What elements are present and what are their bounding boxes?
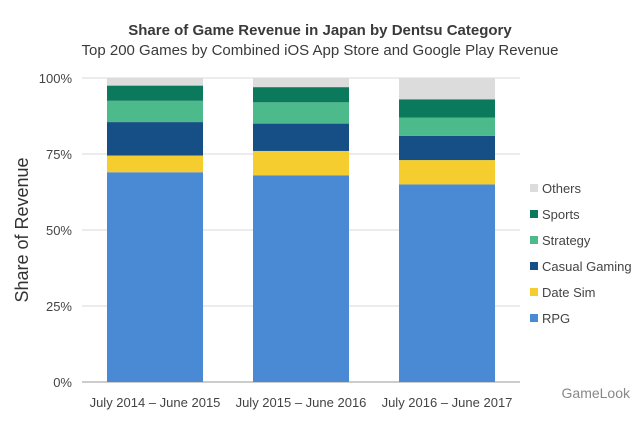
bar-segment-rpg [253,175,349,382]
bar-segment-rpg [107,172,203,382]
legend-label: Sports [542,207,580,222]
x-tick-label: July 2015 – June 2016 [236,395,367,410]
bar-segment-date-sim [399,160,495,185]
legend-swatch [530,314,538,322]
bar-segment-others [253,78,349,88]
bar-segment-strategy [107,100,203,123]
bar-segment-casual-gaming [399,135,495,161]
bar-segment-others [399,78,495,100]
legend-swatch [530,262,538,270]
y-tick-label: 25% [46,299,72,314]
legend-swatch [530,236,538,244]
legend-label: Casual Gaming [542,259,632,274]
bar-segment-strategy [253,102,349,124]
chart-subtitle: Top 200 Games by Combined iOS App Store … [81,42,559,59]
y-tick-label: 50% [46,223,72,238]
legend-label: RPG [542,311,570,326]
gamelook-watermark: GameLook [561,385,630,401]
legend-swatch [530,210,538,218]
legend-label: Strategy [542,233,591,248]
x-tick-label: July 2016 – June 2017 [382,395,513,410]
y-tick-label: 75% [46,147,72,162]
bar-segment-others [107,78,203,86]
y-tick-label: 100% [39,71,73,86]
legend-swatch [530,184,538,192]
bar-segment-sports [253,87,349,103]
bar-segment-rpg [399,184,495,382]
y-tick-label: 0% [53,375,72,390]
y-axis-label: Share of Revenue [12,157,32,302]
bar-segment-casual-gaming [107,122,203,156]
bar-segment-casual-gaming [253,123,349,151]
chart-title: Share of Game Revenue in Japan by Dentsu… [128,22,512,39]
legend-swatch [530,288,538,296]
x-tick-label: July 2014 – June 2015 [90,395,221,410]
bar-segment-sports [399,99,495,118]
bar-segment-sports [107,85,203,101]
bar-segment-strategy [399,117,495,136]
bar-segment-date-sim [107,155,203,173]
bar-segment-date-sim [253,150,349,176]
legend-label: Date Sim [542,285,595,300]
legend-label: Others [542,181,582,196]
